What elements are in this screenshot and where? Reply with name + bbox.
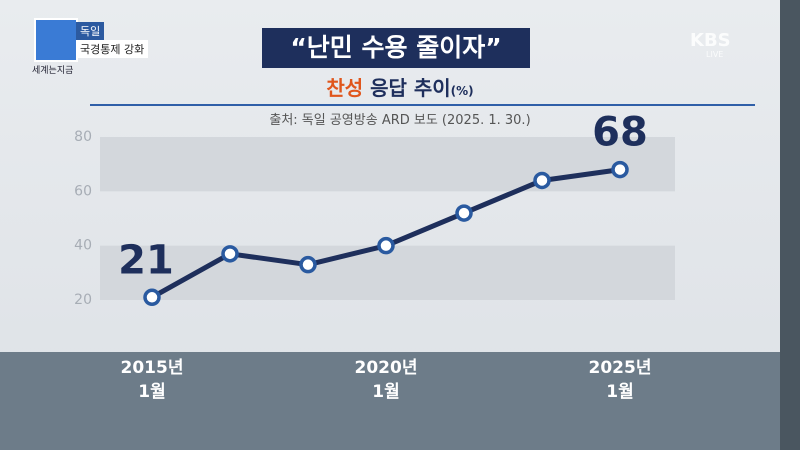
bottom-band — [0, 352, 800, 450]
subtitle-highlight: 찬성 — [326, 76, 364, 100]
data-label: 21 — [118, 237, 174, 283]
subtitle: 찬성 응답 추이(%) — [200, 72, 600, 101]
y-tick-label: 40 — [74, 238, 92, 254]
data-label: 68 — [592, 110, 648, 156]
rule — [90, 104, 755, 106]
side-strip — [780, 0, 800, 450]
marker — [299, 255, 317, 274]
headline: 국경통제 강화 — [76, 40, 149, 58]
x-tick-label: 2025년 1월 — [588, 358, 652, 402]
marker — [221, 245, 239, 263]
subtitle-unit: (%) — [450, 84, 474, 98]
x-tick-label: 2020년 1월 — [354, 358, 418, 402]
chart-title: “난민 수용 줄이자” — [262, 28, 530, 68]
x-tick-label: 2015년 1월 — [120, 358, 184, 402]
marker — [611, 160, 629, 179]
grid-band — [100, 137, 675, 192]
y-tick-label: 80 — [74, 129, 92, 145]
marker — [533, 171, 551, 190]
tag: 독일 — [76, 22, 105, 40]
broadcaster: KBS — [690, 30, 731, 51]
marker — [143, 288, 161, 307]
live: LIVE — [706, 50, 724, 59]
source: 출처: 독일 공영방송 ARD 보도 (2025. 1. 30.) — [269, 113, 531, 128]
program: 세계는지금 — [32, 66, 74, 76]
subtitle-text: 응답 추이 — [370, 76, 451, 100]
marker — [455, 204, 473, 222]
y-tick-label: 20 — [74, 292, 92, 308]
y-tick-label: 60 — [74, 183, 92, 199]
marker — [377, 236, 395, 255]
logo-box — [34, 18, 78, 62]
